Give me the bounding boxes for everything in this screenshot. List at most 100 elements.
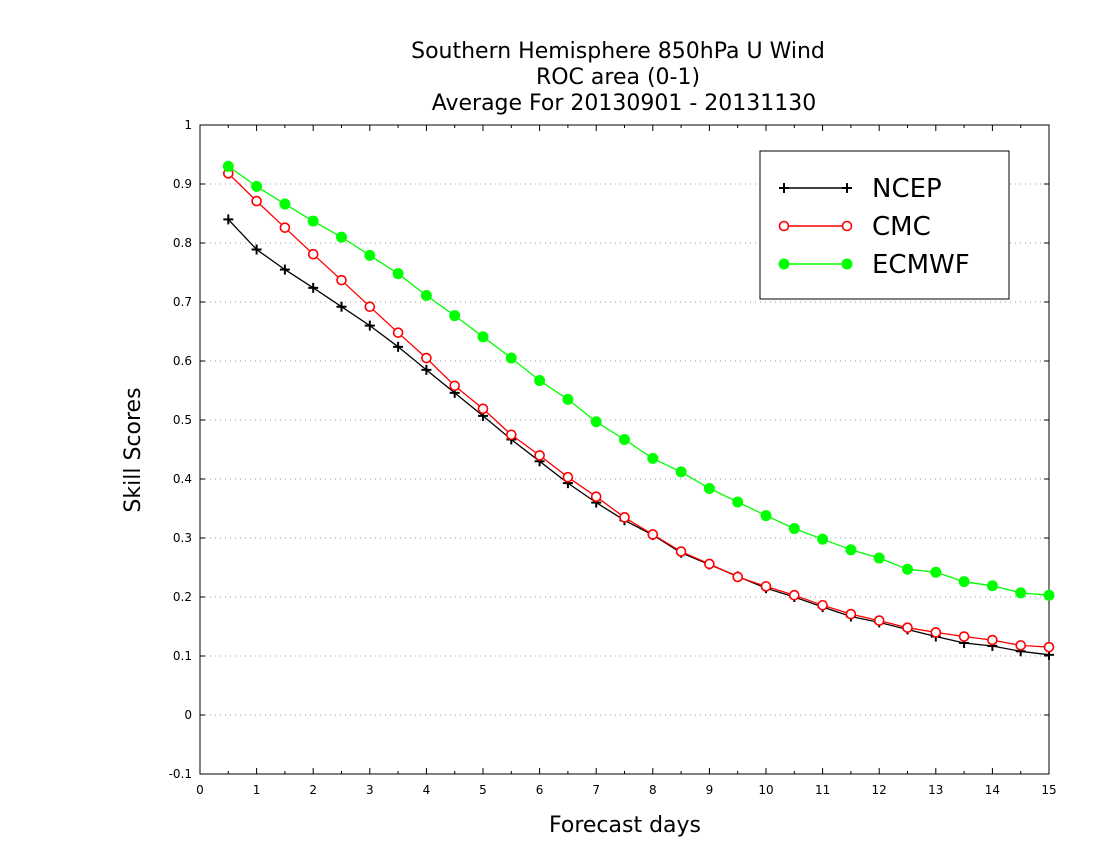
- data-point-ecmwf: [562, 393, 574, 405]
- data-point-cmc: [336, 274, 347, 286]
- x-tick-label: 8: [649, 783, 657, 797]
- x-tick-label: 7: [592, 783, 600, 797]
- data-point-ecmwf: [675, 466, 687, 478]
- data-point-ecmwf: [590, 416, 602, 428]
- axis-ticks: -0.100.10.20.30.40.50.60.70.80.910 1 2 3 4 5 6…: [169, 118, 1057, 797]
- data-point-cmc: [1015, 640, 1027, 651]
- legend-label: NCEP: [872, 174, 942, 204]
- data-point-ecmwf: [307, 215, 319, 227]
- data-point-ncep: [223, 214, 234, 225]
- x-tick-label: 0: [196, 783, 204, 797]
- data-point-ecmwf: [760, 510, 772, 522]
- data-point-cmc: [1043, 641, 1055, 653]
- legend-item-cmc: CMC: [778, 212, 931, 242]
- data-point-ecmwf: [788, 523, 800, 535]
- data-point-ecmwf: [1015, 587, 1027, 599]
- data-point-cmc: [279, 222, 291, 233]
- data-point-cmc: [562, 471, 574, 483]
- series-line-ncep: [227, 218, 1050, 656]
- data-point-cmc: [732, 571, 744, 583]
- chart-title-line-1: Southern Hemisphere 850hPa U Wind: [411, 39, 825, 64]
- data-point-cmc: [675, 546, 687, 557]
- chart-title-line-2: ROC area (0-1): [536, 65, 700, 90]
- legend-marker: [779, 183, 789, 193]
- data-point-cmc: [930, 627, 942, 638]
- data-point-ncep: [336, 301, 347, 312]
- data-point-ecmwf: [986, 580, 998, 592]
- legend-label: CMC: [872, 212, 931, 242]
- data-point-ecmwf: [336, 231, 347, 243]
- data-point-ecmwf: [534, 374, 546, 386]
- data-point-cmc: [590, 491, 602, 503]
- data-point-ecmwf: [930, 566, 942, 578]
- data-point-ecmwf: [505, 352, 517, 364]
- series-ecmwf: [222, 160, 1055, 601]
- x-tick-label: 6: [536, 783, 544, 797]
- data-point-ecmwf: [364, 249, 376, 261]
- x-tick-label: 15: [1041, 783, 1056, 797]
- data-point-cmc: [704, 558, 715, 570]
- series-layer: [222, 160, 1055, 660]
- legend-item-ecmwf: ECMWF: [778, 250, 970, 280]
- y-tick-label: 0.2: [173, 590, 192, 604]
- data-point-cmc: [845, 608, 857, 620]
- data-point-ncep: [421, 364, 432, 375]
- y-tick-label: 0.3: [173, 531, 192, 545]
- data-point-cmc: [364, 301, 376, 313]
- legend-label: ECMWF: [872, 250, 970, 280]
- legend-item-ncep: NCEP: [779, 174, 942, 204]
- y-tick-label: 0.1: [173, 649, 192, 663]
- legend-box: [759, 150, 1010, 300]
- data-point-ncep: [364, 320, 375, 331]
- y-tick-label: 0.7: [173, 295, 192, 309]
- x-tick-label: 3: [366, 783, 374, 797]
- x-tick-label: 11: [815, 783, 830, 797]
- data-point-cmc: [873, 615, 885, 626]
- legend: NCEP CMC ECMWF: [759, 150, 1010, 300]
- y-tick-label: 0.9: [173, 177, 192, 191]
- data-point-ecmwf: [477, 331, 489, 343]
- chart-title-line-3: Average For 20130901 - 20131130: [432, 91, 817, 116]
- data-point-ecmwf: [902, 563, 913, 575]
- data-point-cmc: [619, 512, 630, 523]
- x-tick-label: 13: [928, 783, 943, 797]
- x-tick-label: 1: [253, 783, 261, 797]
- legend-marker: [778, 258, 790, 270]
- data-point-cmc: [392, 327, 404, 338]
- data-point-ecmwf: [873, 552, 885, 564]
- y-tick-label: 0.6: [173, 354, 192, 368]
- x-tick-label: 5: [479, 783, 487, 797]
- data-point-ncep: [279, 264, 290, 275]
- legend-marker: [778, 220, 790, 232]
- x-tick-label: 10: [758, 783, 773, 797]
- data-point-ecmwf: [279, 198, 291, 210]
- data-point-cmc: [251, 195, 262, 207]
- legend-marker: [842, 183, 852, 193]
- legend-marker: [841, 258, 853, 270]
- data-point-ecmwf: [647, 452, 659, 464]
- data-point-cmc: [987, 634, 998, 646]
- data-point-cmc: [534, 450, 545, 461]
- data-point-ecmwf: [251, 180, 263, 192]
- x-tick-label: 9: [706, 783, 714, 797]
- data-point-cmc: [505, 429, 517, 441]
- data-point-cmc: [307, 248, 319, 260]
- data-point-ecmwf: [449, 310, 461, 322]
- data-point-ecmwf: [420, 290, 432, 302]
- data-point-cmc: [647, 529, 659, 540]
- data-point-cmc: [760, 581, 772, 592]
- data-point-ecmwf: [222, 160, 234, 172]
- y-tick-label: 0.8: [173, 236, 192, 250]
- data-point-ecmwf: [958, 576, 970, 588]
- y-tick-label: 0.5: [173, 413, 192, 427]
- data-point-ncep: [251, 244, 262, 255]
- x-tick-label: 12: [872, 783, 887, 797]
- x-tick-label: 2: [309, 783, 317, 797]
- data-point-ncep: [393, 341, 404, 352]
- data-point-ecmwf: [1043, 589, 1055, 601]
- data-point-cmc: [817, 599, 828, 611]
- x-tick-label: 4: [423, 783, 431, 797]
- x-tick-label: 14: [985, 783, 1000, 797]
